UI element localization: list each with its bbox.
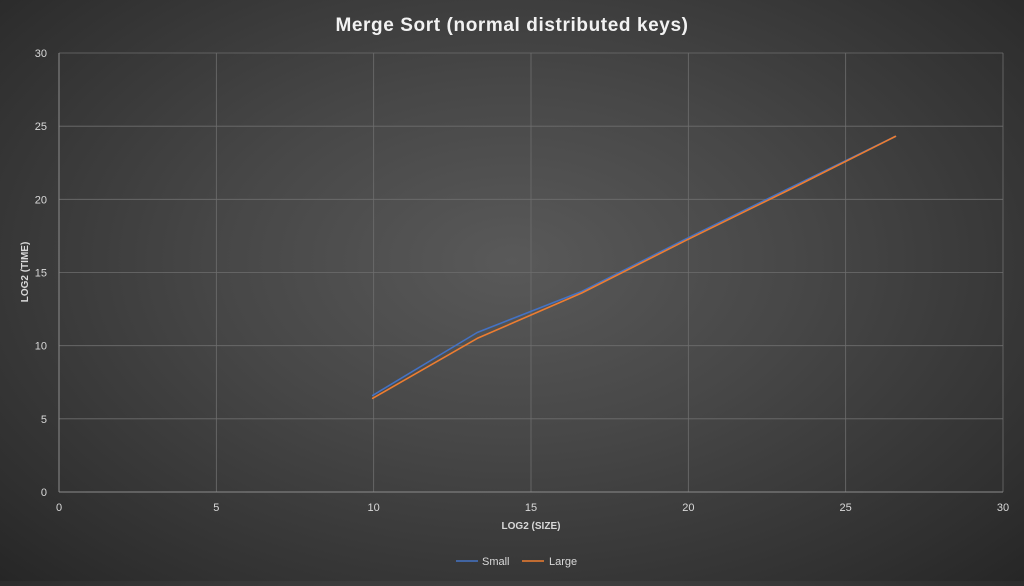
chart-title: Merge Sort (normal distributed keys) [335,15,688,36]
legend: Small Large [456,556,577,568]
x-tick-label: 20 [682,502,694,514]
y-tick-label: 30 [35,48,47,60]
series-line-small [371,135,897,397]
y-tick-label: 15 [35,268,47,280]
series-line-large [371,135,897,400]
x-tick-label: 30 [997,502,1009,514]
legend-label: Small [482,556,510,568]
y-tick-label: 20 [35,194,47,206]
x-tick-label: 25 [840,502,852,514]
grid-lines [59,52,1004,492]
x-tick-label: 0 [56,502,62,514]
y-tick-label: 0 [41,487,47,499]
x-tick-label: 5 [213,502,219,514]
y-tick-label: 5 [41,414,47,426]
y-tick-label: 10 [35,341,47,353]
x-tick-label: 10 [368,502,380,514]
series-lines [371,135,897,400]
legend-item-large: Large [522,556,577,568]
axes [58,53,1003,493]
y-tick-label: 25 [35,121,47,133]
legend-item-small: Small [456,556,510,568]
tick-labels: 0 5 10 15 20 25 30 0 5 10 15 20 25 30 [35,48,1009,514]
x-axis-label: LOG2 (SIZE) [502,521,561,532]
y-axis-label: LOG2 (TIME) [20,242,31,303]
x-tick-label: 15 [525,502,537,514]
legend-label: Large [549,556,577,568]
